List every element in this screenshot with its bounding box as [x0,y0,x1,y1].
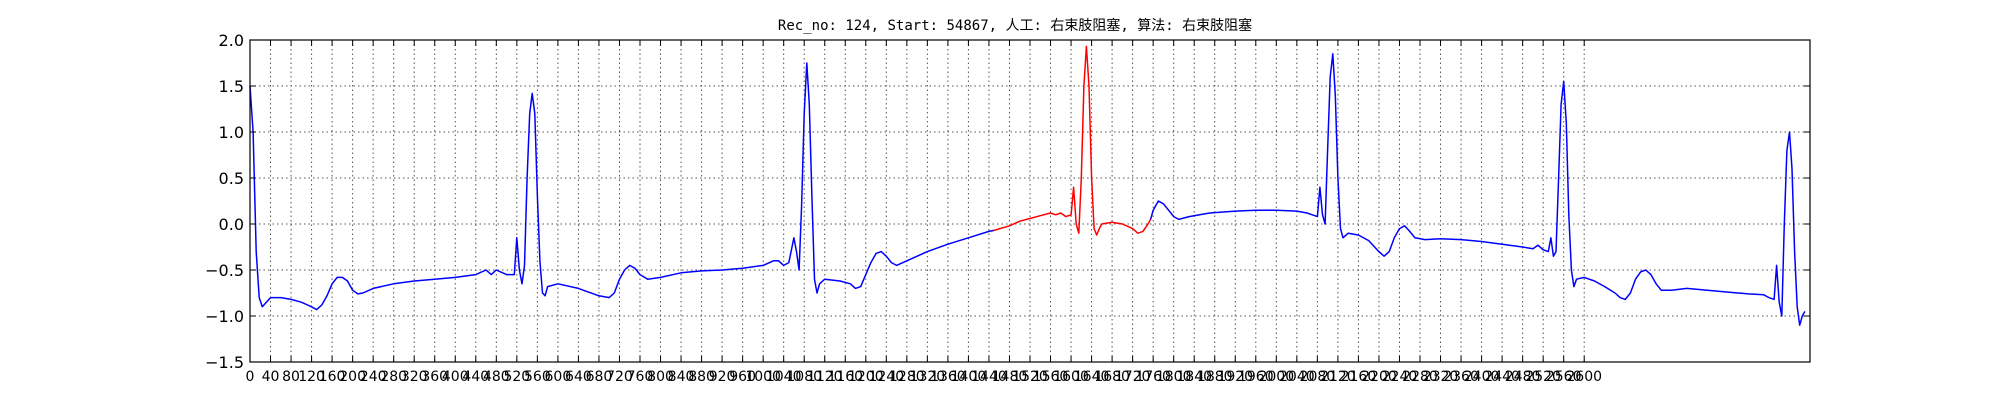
x-tick-label: 1200 [848,369,884,385]
x-tick-label: 720 [606,369,633,385]
x-tick-label: 800 [647,369,674,385]
y-tick-label: 0.5 [219,169,244,188]
y-tick-label: 1.5 [219,77,244,96]
x-tick-label: 440 [462,369,489,385]
x-tick-label: 2200 [1361,369,1397,385]
y-axis: −1.5 −1.0 −0.5 0.0 0.5 1.0 1.5 2.0 [205,31,1810,372]
x-tick-label: 360 [421,369,448,385]
x-tick-label: 880 [688,369,715,385]
x-axis: 0 40 8012016020024028032036040044048052056… [246,40,1602,385]
x-tick-label: 400 [442,369,469,385]
x-tick-label: 1720 [1115,369,1151,385]
y-tick-label: −1.5 [205,353,244,372]
x-tick-label: 760 [627,369,654,385]
x-tick-label: 320 [401,369,428,385]
x-tick-label: 1880 [1197,369,1233,385]
x-tick-label: 2560 [1546,369,1582,385]
x-tick-label: 1080 [786,369,822,385]
x-tick-label: 920 [709,369,736,385]
chart-title: Rec_no: 124, Start: 54867, 人工: 右束肢阻塞, 算法… [778,17,1252,34]
x-tick-label: 1000 [745,369,781,385]
y-tick-label: −1.0 [205,307,244,326]
x-tick-label: 0 [246,369,255,385]
x-tick-label: 640 [565,369,592,385]
x-tick-label: 2440 [1484,369,1520,385]
x-tick-label: 1040 [766,369,802,385]
x-tick-label: 40 [262,369,280,385]
x-tick-label: 1480 [992,369,1028,385]
x-tick-label: 960 [729,369,756,385]
x-tick-label: 840 [668,369,695,385]
grid-lines [249,39,1810,363]
x-tick-label: 1840 [1176,369,1212,385]
x-tick-label: 240 [360,369,387,385]
x-tick-label: 1560 [1033,369,1069,385]
x-tick-label: 1760 [1135,369,1171,385]
x-tick-label: 2160 [1341,369,1377,385]
x-tick-label: 280 [380,369,407,385]
x-tick-label: 2320 [1423,369,1459,385]
x-tick-label: 1400 [951,369,987,385]
y-tick-label: 0.0 [219,215,244,234]
x-tick-label: 1800 [1156,369,1192,385]
x-tick-label: 1920 [1217,369,1253,385]
x-tick-label: 2120 [1320,369,1356,385]
series-line-2 [993,45,1152,236]
x-tick-label: 2080 [1300,369,1336,385]
x-tick-label: 1240 [868,369,904,385]
x-tick-label: 160 [319,369,346,385]
x-tick-label: 1360 [930,369,966,385]
x-tick-label: 480 [483,369,510,385]
x-tick-label: 600 [545,369,572,385]
y-tick-label: −0.5 [205,261,244,280]
y-tick-label: 1.0 [219,123,244,142]
x-tick-label: 2480 [1505,369,1541,385]
plot-frame [249,39,1811,363]
series-line-1 [249,62,995,311]
x-tick-label: 200 [339,369,366,385]
x-tick-label: 1520 [1012,369,1048,385]
x-tick-label: 2400 [1464,369,1500,385]
series-line-3 [1149,53,1806,326]
x-tick-label: 1160 [827,369,863,385]
x-tick-label: 1640 [1074,369,1110,385]
y-tick-label: 2.0 [219,31,244,50]
x-tick-label: 2040 [1279,369,1315,385]
x-tick-label: 80 [282,369,300,385]
x-tick-label: 560 [524,369,551,385]
x-tick-label: 520 [503,369,530,385]
x-tick-label: 1280 [889,369,925,385]
x-tick-label: 120 [298,369,325,385]
series-layer [249,45,1806,326]
x-tick-label: 2360 [1443,369,1479,385]
x-tick-label: 2520 [1525,369,1561,385]
x-tick-label: 1680 [1094,369,1130,385]
x-tick-label: 1320 [910,369,946,385]
x-tick-label: 2600 [1566,369,1602,385]
x-tick-label: 2000 [1258,369,1294,385]
x-tick-label: 680 [586,369,613,385]
x-tick-label: 1600 [1053,369,1089,385]
x-tick-label: 1440 [971,369,1007,385]
x-tick-label: 1120 [807,369,843,385]
x-tick-label: 2240 [1382,369,1418,385]
x-tick-label: 1960 [1238,369,1274,385]
x-tick-label: 2280 [1402,369,1438,385]
